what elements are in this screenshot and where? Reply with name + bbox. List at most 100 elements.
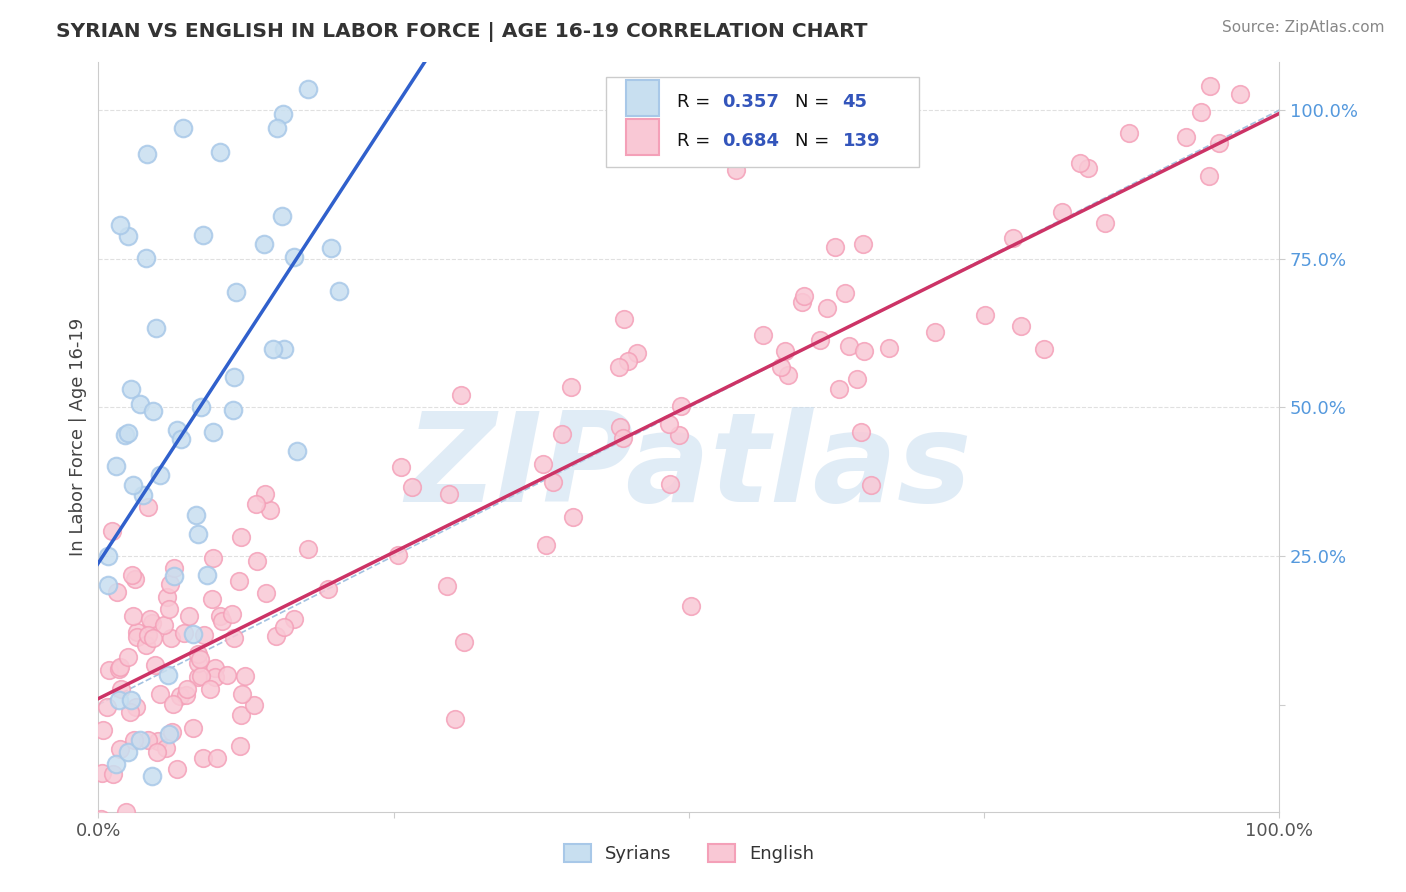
Point (1033, 342, 1056, 356)
Point (838, 338, 860, 352)
Point (254, 487, 277, 501)
Point (1094, 216, 1116, 230)
Point (283, 612, 305, 626)
Point (190, 669, 212, 683)
Point (316, 582, 339, 597)
Point (187, 656, 209, 670)
Point (187, 526, 209, 541)
Point (115, 805, 138, 820)
Point (668, 427, 690, 442)
Point (157, 727, 180, 741)
Point (120, 383, 142, 397)
Point (208, 145, 231, 160)
Text: R =: R = (678, 93, 716, 112)
Point (122, 733, 145, 747)
Point (191, 228, 214, 243)
Bar (626, 119, 659, 154)
Point (283, 250, 305, 264)
Point (90, 812, 112, 826)
Point (125, 699, 148, 714)
Point (188, 651, 211, 665)
Point (181, 722, 204, 736)
Point (108, 659, 131, 673)
Point (1050, 205, 1073, 219)
Point (1002, 231, 1025, 245)
Text: SYRIAN VS ENGLISH IN LABOR FORCE | AGE 16-19 CORRELATION CHART: SYRIAN VS ENGLISH IN LABOR FORCE | AGE 1… (56, 22, 868, 42)
Point (266, 121, 288, 136)
Point (160, 724, 183, 739)
Point (1118, 126, 1140, 140)
Point (204, 670, 226, 684)
Point (1198, 79, 1220, 94)
Point (160, 631, 183, 645)
Point (229, 707, 252, 722)
Point (174, 688, 197, 702)
Point (233, 669, 256, 683)
Point (170, 432, 193, 446)
Point (148, 733, 170, 747)
Point (607, 360, 630, 375)
Point (91, 765, 114, 780)
Point (142, 631, 165, 645)
Point (221, 607, 243, 621)
Point (195, 567, 218, 582)
Point (181, 627, 204, 641)
Point (148, 468, 170, 483)
Point (389, 459, 412, 474)
Point (669, 400, 692, 414)
Point (201, 425, 224, 439)
Point (162, 697, 184, 711)
Point (752, 328, 775, 343)
Point (860, 477, 883, 491)
Point (205, 751, 228, 765)
Point (120, 692, 142, 706)
Point (725, 163, 748, 178)
Point (166, 423, 188, 437)
Point (209, 608, 232, 623)
Point (851, 425, 873, 439)
Point (193, 627, 215, 641)
Point (122, 608, 145, 623)
Point (846, 372, 869, 386)
Point (273, 620, 295, 634)
Point (319, 241, 342, 255)
Point (225, 285, 247, 300)
Point (117, 426, 139, 441)
Point (117, 745, 139, 759)
Point (121, 568, 143, 582)
Point (328, 284, 350, 298)
Point (108, 742, 131, 756)
Point (808, 333, 831, 347)
Point (770, 359, 793, 374)
Point (153, 618, 176, 632)
Point (834, 286, 856, 301)
Point (159, 577, 181, 591)
Point (775, 343, 797, 358)
Point (262, 342, 284, 356)
Point (387, 548, 409, 562)
Point (191, 751, 214, 765)
Point (1069, 155, 1091, 169)
Point (211, 615, 233, 629)
Point (107, 662, 129, 676)
Point (285, 444, 308, 458)
Point (122, 478, 145, 492)
Point (117, 649, 139, 664)
Point (221, 402, 243, 417)
Point (437, 487, 460, 501)
Point (190, 400, 212, 414)
Point (98, 664, 121, 678)
Text: 0.684: 0.684 (723, 132, 779, 150)
Point (127, 630, 149, 644)
Point (297, 542, 319, 557)
Point (97, 578, 120, 592)
Point (149, 687, 172, 701)
Point (270, 209, 292, 223)
Point (551, 427, 574, 442)
Point (96, 700, 118, 714)
Point (453, 635, 475, 649)
Point (155, 740, 177, 755)
Point (541, 475, 564, 490)
Point (187, 647, 209, 661)
Point (202, 551, 225, 566)
